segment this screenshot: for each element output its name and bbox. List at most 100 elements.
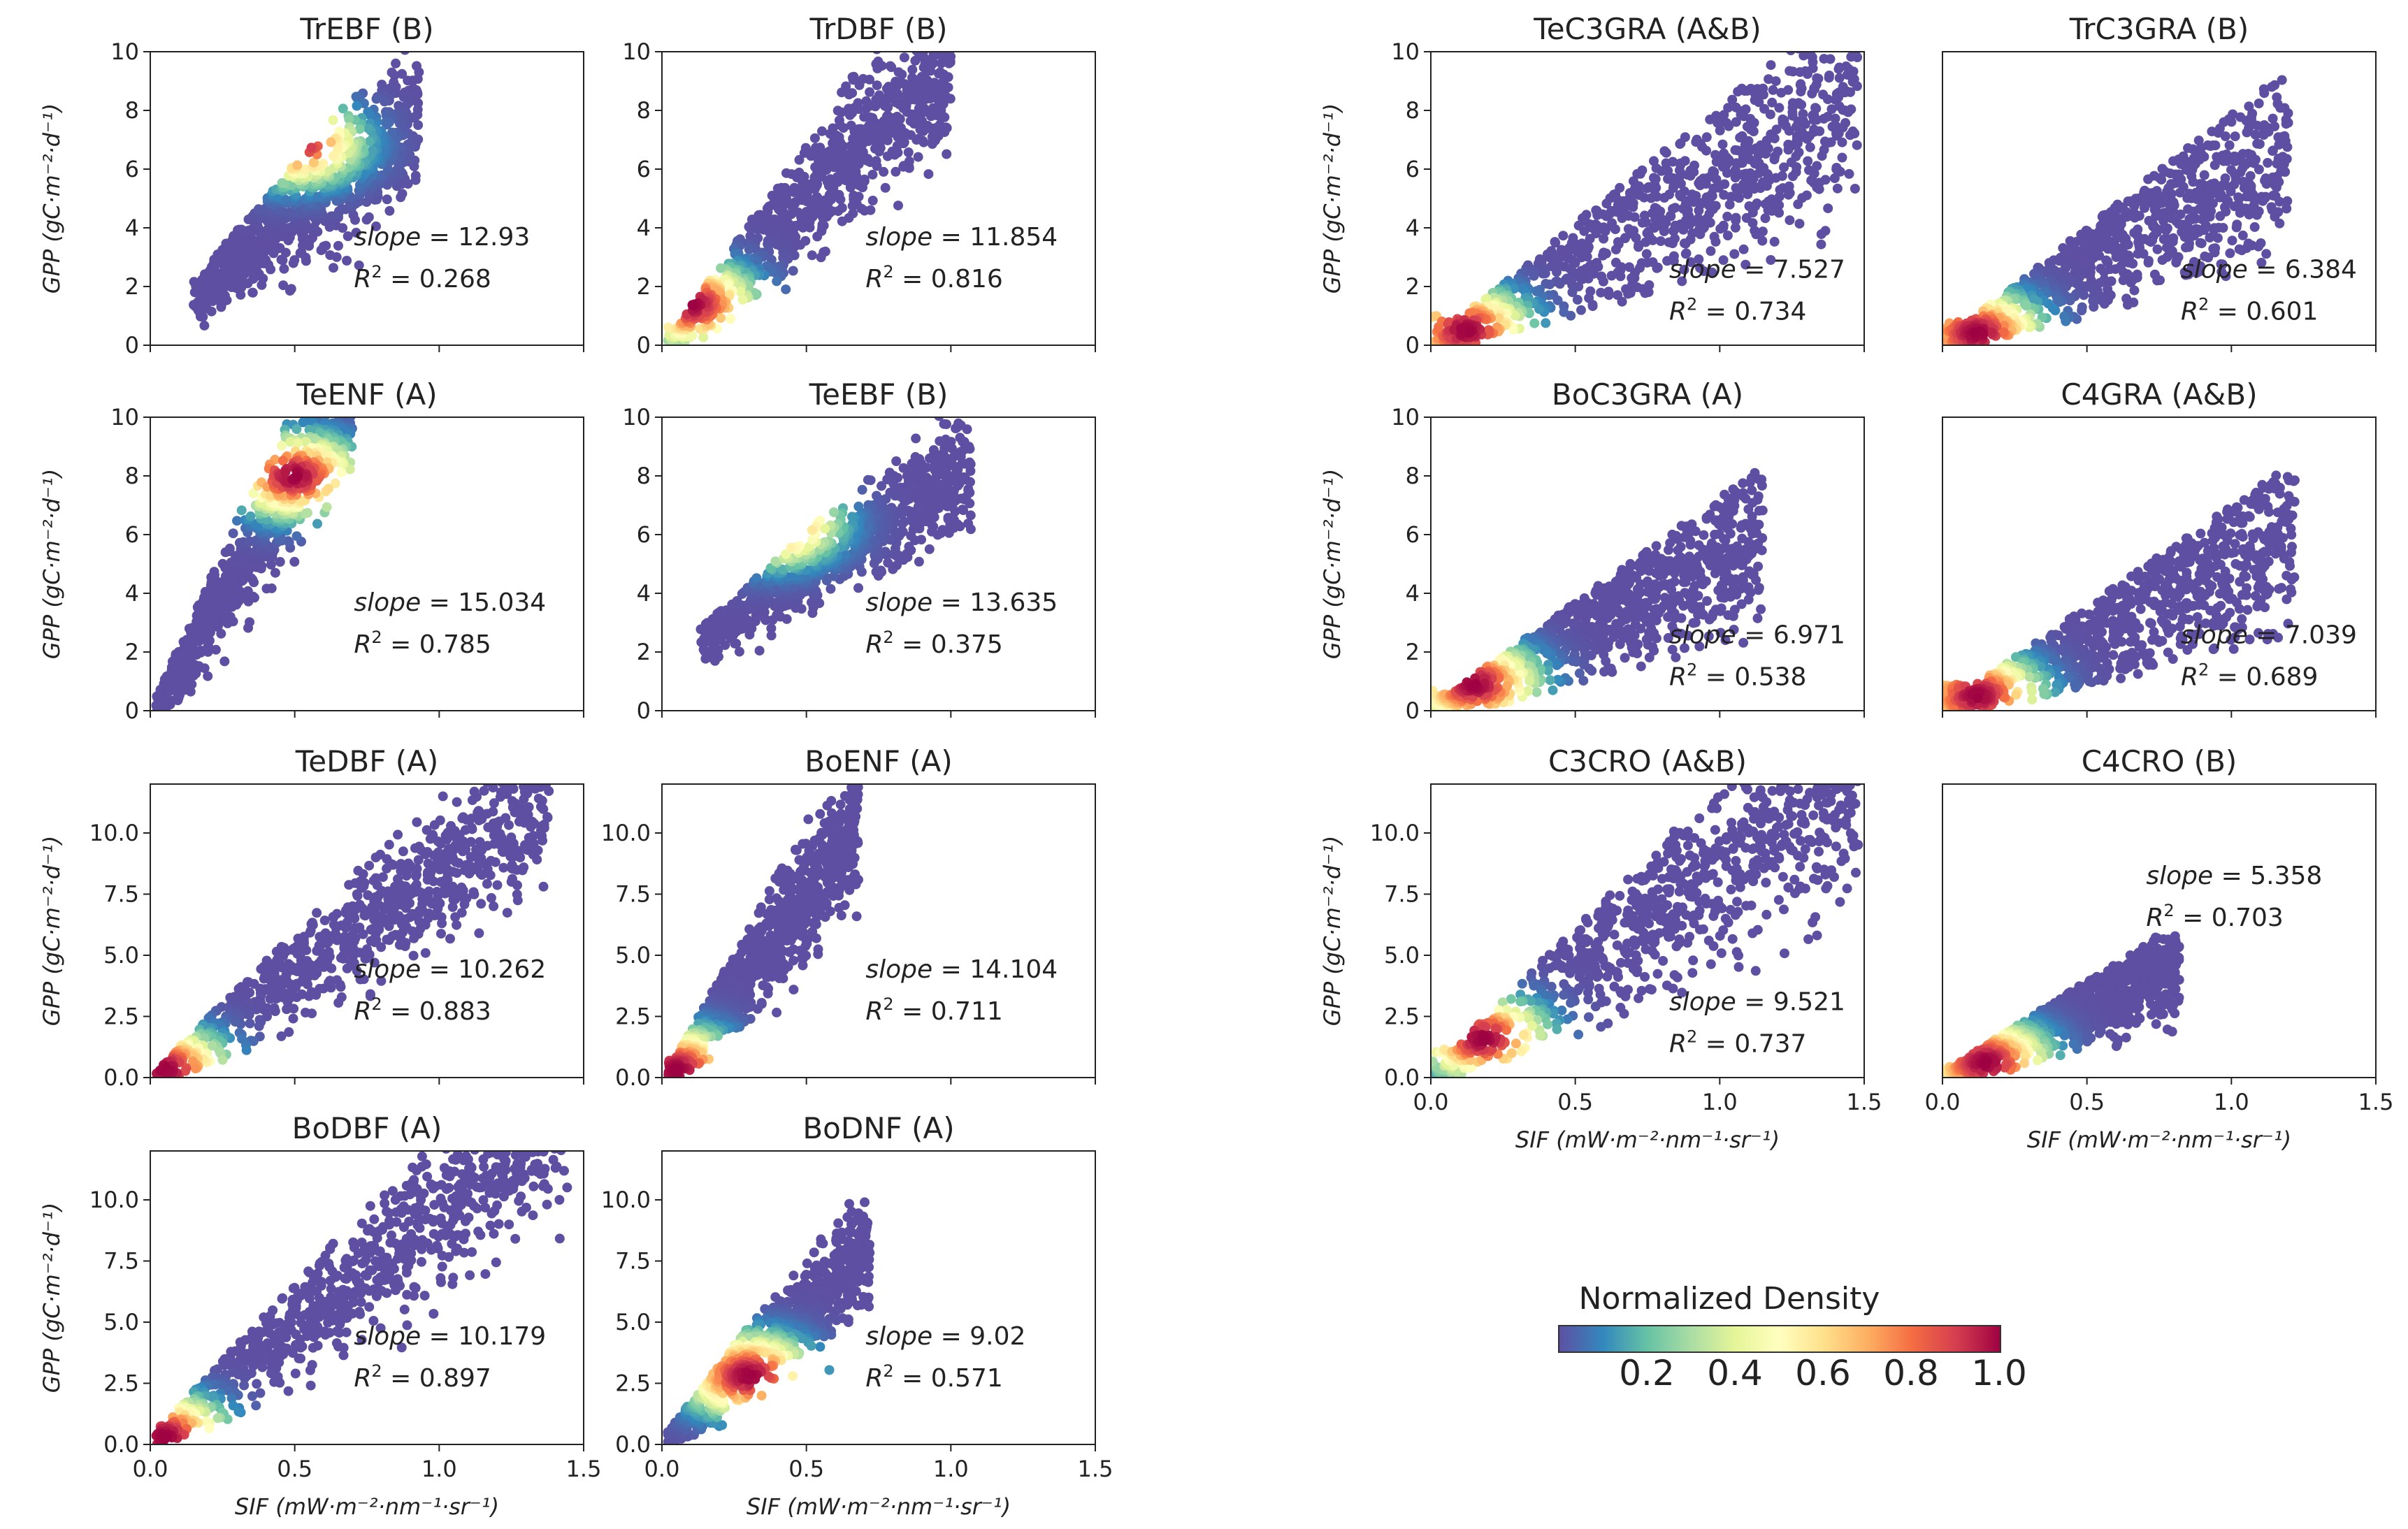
scatter-point — [505, 762, 515, 771]
scatter-point — [457, 813, 468, 823]
scatter-point — [180, 1066, 191, 1076]
scatter-point — [764, 886, 774, 896]
scatter-point — [504, 820, 514, 830]
scatter-point — [270, 1006, 280, 1016]
scatter-point — [352, 101, 362, 111]
scatter-point — [265, 994, 275, 1004]
scatter-point — [766, 630, 777, 641]
scatter-point — [277, 177, 287, 188]
scatter-point — [282, 997, 293, 1007]
scatter-point — [931, 0, 941, 6]
scatter-points — [151, 349, 357, 711]
scatter-point — [243, 546, 254, 557]
scatter-point — [687, 331, 698, 341]
scatter-point — [384, 921, 394, 932]
scatter-point — [289, 1003, 299, 1014]
scatter-point — [219, 656, 230, 667]
scatter-point — [360, 953, 370, 964]
scatter-point — [248, 488, 259, 498]
scatter-point — [411, 871, 421, 881]
scatter-point — [483, 822, 493, 832]
scatter-point — [788, 266, 798, 276]
scatter-point — [519, 794, 529, 804]
scatter-point — [256, 964, 266, 974]
scatter-point — [332, 935, 343, 945]
scatter-point — [541, 758, 551, 768]
scatter-point — [745, 223, 756, 233]
scatter-point — [820, 912, 830, 922]
scatter-point — [835, 194, 846, 205]
y-tick-label: 2 — [125, 273, 139, 300]
panel-frame — [150, 783, 584, 1078]
scatter-point — [333, 143, 343, 153]
scatter-point — [943, 514, 953, 524]
scatter-point — [364, 860, 375, 871]
scatter-point — [292, 160, 303, 171]
scatter-point — [474, 816, 484, 825]
scatter-point — [498, 862, 509, 873]
scatter-point — [861, 103, 872, 113]
scatter-point — [533, 735, 543, 745]
scatter-point — [911, 433, 921, 444]
scatter-point — [945, 94, 956, 104]
scatter-point — [245, 511, 256, 521]
scatter-point — [732, 596, 742, 606]
panel-title: TeENF (A) — [296, 377, 437, 412]
scatter-point — [536, 762, 546, 771]
panel-title: TrEBF (B) — [299, 12, 433, 46]
scatter-point — [538, 881, 549, 892]
scatter-point — [196, 645, 206, 655]
scatter-point — [913, 152, 923, 162]
scatter-point — [522, 739, 532, 749]
scatter-point — [798, 222, 808, 233]
scatter-point — [340, 932, 350, 942]
y-tick-label: 2 — [125, 639, 139, 665]
scatter-point — [346, 359, 356, 369]
slope-annotation: slope = 15.034 — [354, 588, 546, 617]
scatter-point — [687, 300, 698, 310]
scatter-point — [882, 135, 893, 145]
scatter-point — [371, 94, 382, 104]
y-tick-label: 4 — [637, 215, 651, 241]
scatter-point — [965, 510, 976, 521]
scatter-point — [770, 556, 781, 567]
scatter-point — [288, 1013, 298, 1024]
scatter-point — [507, 864, 517, 874]
panel-title: TrDBF (B) — [809, 12, 948, 46]
scatter-point — [737, 294, 748, 305]
scatter-point — [279, 263, 289, 274]
scatter-point — [333, 998, 344, 1008]
scatter-point — [291, 531, 302, 542]
scatter-point — [495, 792, 505, 802]
scatter-point — [410, 843, 420, 853]
scatter-point — [308, 157, 319, 168]
scatter-point — [489, 798, 499, 809]
scatter-point — [448, 894, 459, 905]
scatter-point — [865, 87, 875, 97]
scatter-point — [528, 698, 538, 708]
y-tick-label: 7.5 — [103, 881, 139, 908]
scatter-point — [844, 885, 855, 895]
y-tick-label: 8 — [637, 463, 651, 489]
scatter-point — [838, 123, 849, 133]
scatter-point — [364, 110, 375, 120]
scatter-point — [811, 919, 821, 929]
scatter-point — [836, 911, 846, 921]
scatter-point — [203, 671, 213, 681]
scatter-point — [467, 795, 477, 805]
scatter-point — [396, 859, 406, 869]
scatter-point — [459, 899, 470, 909]
scatter-point — [343, 349, 353, 359]
scatter-point — [394, 940, 405, 950]
scatter-point — [526, 822, 536, 832]
scatter-point — [344, 114, 354, 124]
scatter-point — [298, 417, 308, 428]
scatter-point — [508, 784, 519, 794]
scatter-point — [806, 151, 816, 161]
scatter-point — [259, 973, 269, 984]
scatter-point — [791, 845, 801, 855]
scatter-point — [502, 908, 512, 918]
scatter-point — [436, 929, 446, 939]
